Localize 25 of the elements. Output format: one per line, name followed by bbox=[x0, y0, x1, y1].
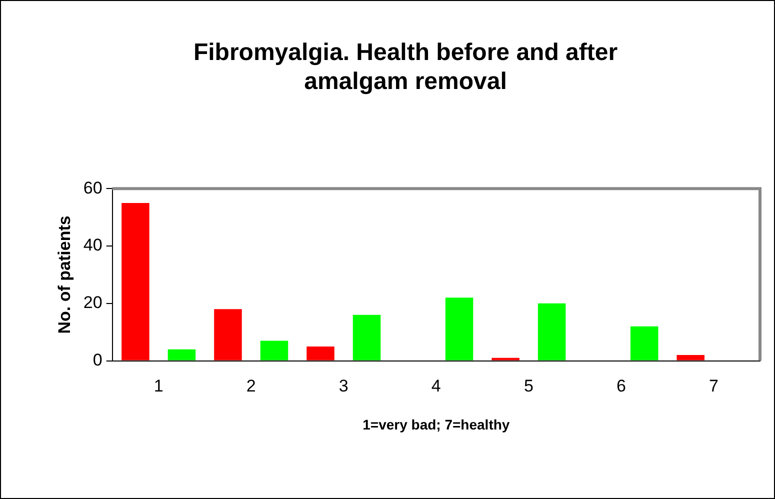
x-axis-title: 1=very bad; 7=healthy bbox=[362, 416, 510, 432]
bar bbox=[352, 314, 381, 360]
x-tick-label: 5 bbox=[524, 376, 534, 396]
bar bbox=[306, 346, 334, 360]
y-tick-label: 20 bbox=[83, 293, 102, 312]
x-tick-label: 2 bbox=[246, 376, 256, 396]
y-axis-title: No. of patients bbox=[54, 216, 74, 334]
bar bbox=[630, 326, 658, 360]
x-tick-label: 4 bbox=[431, 376, 441, 396]
x-tick-label: 1 bbox=[154, 376, 164, 396]
bar bbox=[492, 358, 520, 360]
bar bbox=[260, 340, 288, 360]
bar bbox=[676, 355, 704, 360]
x-tick-label: 6 bbox=[616, 376, 626, 396]
bar bbox=[445, 298, 474, 360]
x-tick-label: 3 bbox=[338, 376, 348, 396]
y-tick-label: 40 bbox=[83, 236, 102, 255]
chart-title: Fibromyalgia. Health before and after amalgam removal bbox=[193, 39, 618, 95]
bar bbox=[122, 202, 150, 360]
bar bbox=[214, 309, 242, 360]
bar bbox=[168, 349, 196, 360]
x-tick-label: 7 bbox=[709, 376, 718, 396]
bar bbox=[538, 303, 566, 360]
y-tick-label: 60 bbox=[83, 178, 102, 198]
y-tick-label: 0 bbox=[92, 350, 102, 370]
